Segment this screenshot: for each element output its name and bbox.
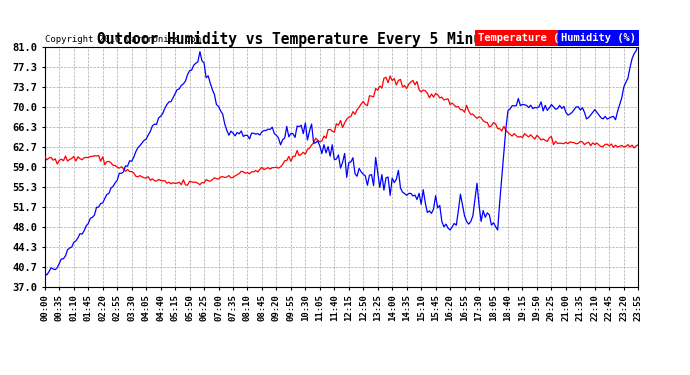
Text: Copyright 2016 Cartronics.com: Copyright 2016 Cartronics.com bbox=[45, 36, 201, 45]
Text: Temperature (°F): Temperature (°F) bbox=[478, 33, 578, 43]
Text: Humidity (%): Humidity (%) bbox=[561, 33, 636, 43]
Title: Outdoor Humidity vs Temperature Every 5 Minutes 20160613: Outdoor Humidity vs Temperature Every 5 … bbox=[97, 31, 586, 47]
